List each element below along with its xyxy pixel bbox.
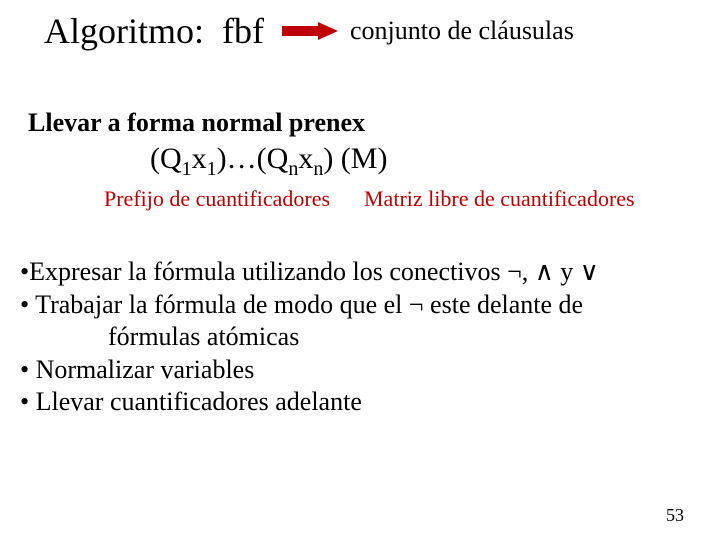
arrow-poly (282, 22, 338, 40)
formula-part-close2: ) (M) (323, 142, 387, 175)
bullet-2b: fórmulas atómicas (20, 321, 700, 354)
subheader-prenex: Llevar a forma normal prenex (28, 108, 365, 138)
label-matrix: Matriz libre de cuantificadores (364, 186, 635, 212)
formula-part-x1: x (192, 142, 207, 175)
bullet-2a: • Trabajar la fórmula de modo que el ¬ e… (20, 289, 700, 322)
formula-sub-1a: 1 (182, 158, 192, 180)
title-algoritmo: Algoritmo: (44, 10, 204, 52)
formula: (Q1x1)…(Qnxn) (M) (150, 142, 387, 176)
bullet-3: • Normalizar variables (20, 354, 700, 387)
formula-part-x2: x (298, 142, 313, 175)
arrow-icon (282, 22, 338, 40)
label-prefix: Prefijo de cuantificadores (104, 186, 330, 212)
bullets-block: •Expresar la fórmula utilizando los cone… (20, 256, 700, 419)
title-row: Algoritmo: fbf conjunto de cláusulas (44, 10, 574, 52)
formula-sub-1b: 1 (207, 158, 217, 180)
title-conjunto: conjunto de cláusulas (350, 16, 574, 46)
bullet-4: • Llevar cuantificadores adelante (20, 386, 700, 419)
formula-sub-na: n (288, 158, 298, 180)
bullet-1: •Expresar la fórmula utilizando los cone… (20, 256, 700, 289)
formula-sub-nb: n (313, 158, 323, 180)
page-number: 53 (666, 505, 684, 526)
formula-part-open1: (Q (150, 142, 182, 175)
title-fbf: fbf (222, 10, 264, 52)
formula-part-close1: )…(Q (217, 142, 289, 175)
